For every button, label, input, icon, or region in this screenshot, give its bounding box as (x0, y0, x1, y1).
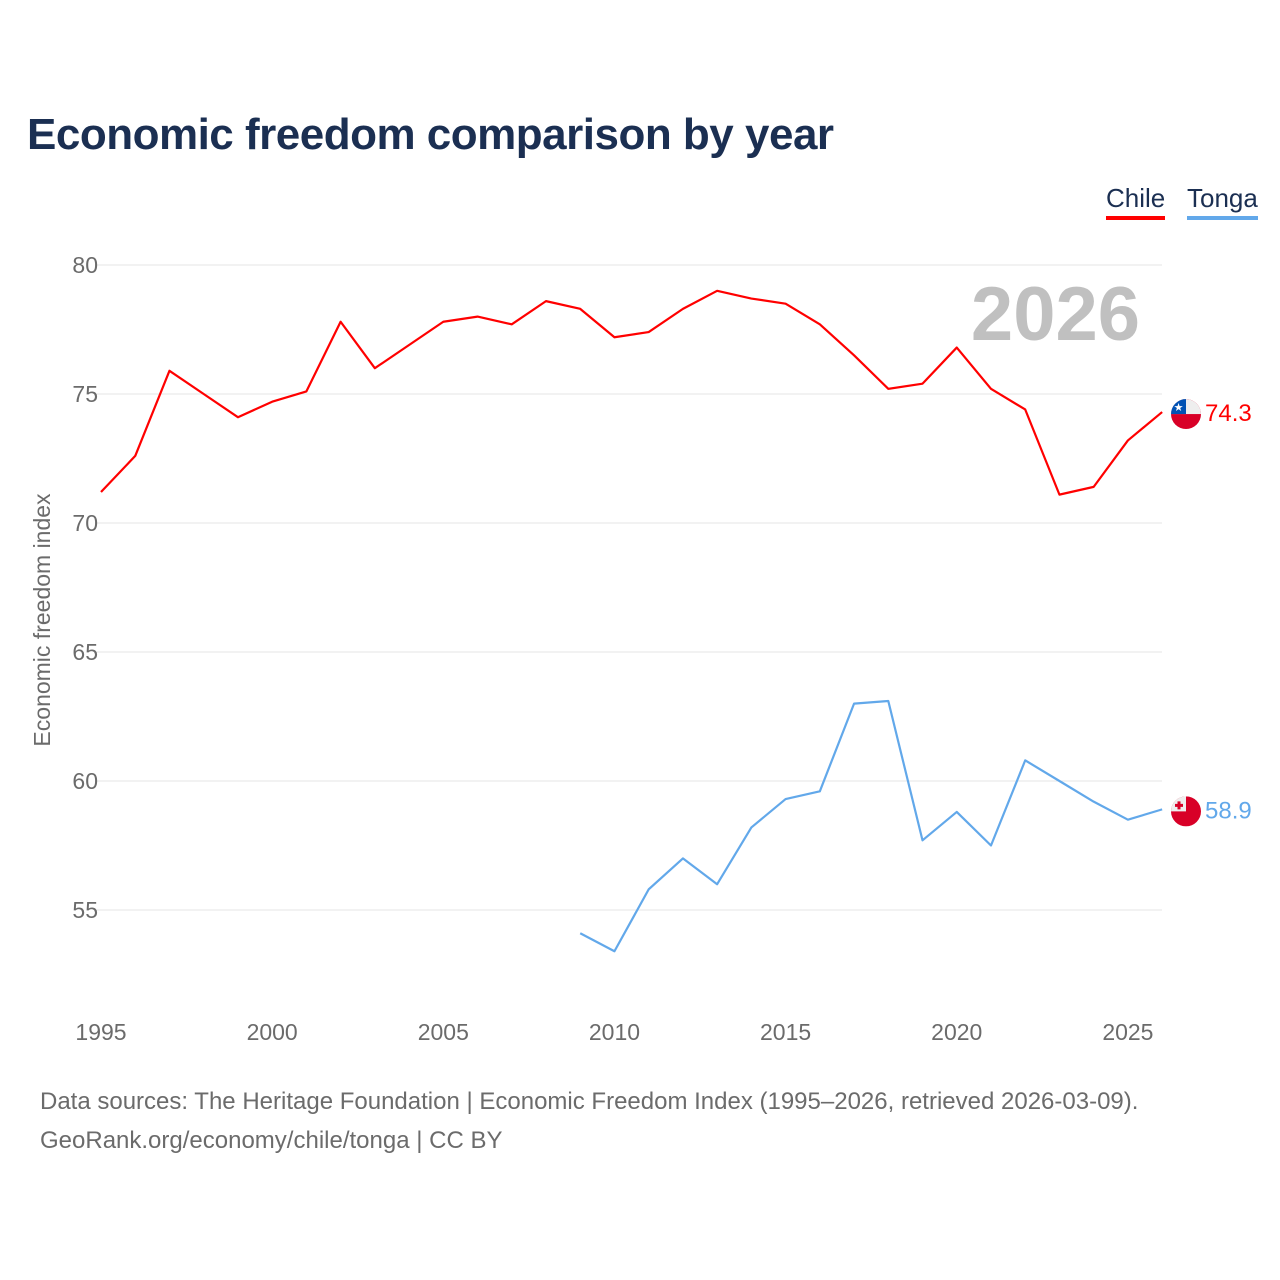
y-tick-label: 70 (72, 510, 98, 536)
source-text: Data sources: The Heritage Foundation | … (40, 1088, 1139, 1115)
legend-chile[interactable]: Chile (1106, 183, 1166, 220)
svg-text:★: ★ (1174, 402, 1184, 414)
flag-tonga-icon (1171, 796, 1201, 827)
y-tick-label: 80 (72, 252, 98, 278)
y-tick-label: 55 (72, 897, 98, 923)
x-tick-label: 2005 (418, 1019, 469, 1045)
y-tick-label: 65 (72, 639, 98, 665)
x-tick-label: 1995 (75, 1019, 126, 1045)
x-tick-label: 2025 (1102, 1019, 1153, 1045)
y-tick-label: 60 (72, 768, 98, 794)
source-url[interactable]: GeoRank.org/economy/chile/tonga | CC BY (40, 1127, 503, 1154)
end-value-label-chile: 74.3 (1205, 400, 1252, 427)
y-tick-label: 75 (72, 381, 98, 407)
series-line-chile (100, 289, 1163, 496)
x-tick-label: 2010 (589, 1019, 640, 1045)
end-value-label-tonga: 58.9 (1205, 797, 1252, 824)
year-label: 2026 (971, 272, 1140, 357)
x-tick-label: 2000 (247, 1019, 298, 1045)
flag-chile-icon: ★ (1171, 399, 1201, 430)
chart-title: Economic freedom comparison by year (27, 110, 834, 159)
y-axis-label: Economic freedom index (29, 493, 55, 747)
legend-tonga[interactable]: Tonga (1187, 183, 1258, 220)
series-line-tonga (579, 699, 1163, 953)
x-tick-label: 2015 (760, 1019, 811, 1045)
x-tick-label: 2020 (931, 1019, 982, 1045)
